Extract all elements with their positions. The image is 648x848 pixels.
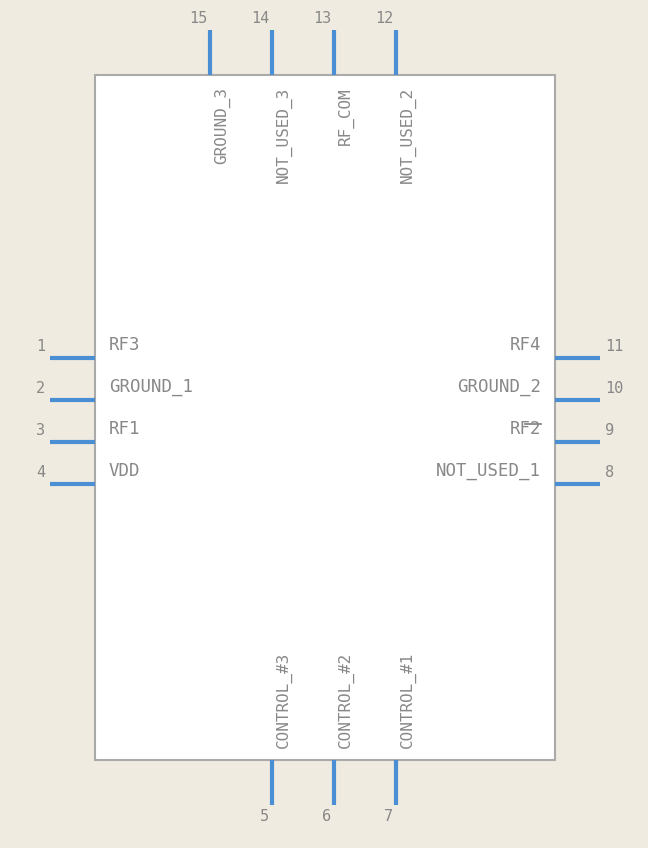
Text: 7: 7 <box>384 809 393 824</box>
Text: NOT_USED_2: NOT_USED_2 <box>400 87 416 183</box>
Text: 15: 15 <box>189 11 207 26</box>
Text: RF1: RF1 <box>109 420 141 438</box>
Text: 12: 12 <box>375 11 393 26</box>
Text: 10: 10 <box>605 381 623 396</box>
Text: 4: 4 <box>36 465 45 480</box>
Bar <box>95 75 555 760</box>
Text: 8: 8 <box>605 465 614 480</box>
Text: CONTROL_#3: CONTROL_#3 <box>276 652 292 748</box>
Text: 6: 6 <box>322 809 331 824</box>
Text: GROUND_3: GROUND_3 <box>214 87 230 164</box>
Text: 2: 2 <box>36 381 45 396</box>
Text: RF_COM: RF_COM <box>338 87 354 145</box>
Text: VDD: VDD <box>109 462 141 480</box>
Text: 3: 3 <box>36 423 45 438</box>
Text: 9: 9 <box>605 423 614 438</box>
Text: NOT_USED_1: NOT_USED_1 <box>436 462 541 480</box>
Text: RF3: RF3 <box>109 336 141 354</box>
Text: 1: 1 <box>36 339 45 354</box>
Text: 14: 14 <box>251 11 269 26</box>
Text: 11: 11 <box>605 339 623 354</box>
Text: CONTROL_#1: CONTROL_#1 <box>400 652 416 748</box>
Text: NOT_USED_3: NOT_USED_3 <box>276 87 292 183</box>
Text: RF2: RF2 <box>509 420 541 438</box>
Text: 5: 5 <box>260 809 269 824</box>
Text: 13: 13 <box>313 11 331 26</box>
Text: GROUND_1: GROUND_1 <box>109 378 193 396</box>
Text: CONTROL_#2: CONTROL_#2 <box>338 652 354 748</box>
Text: GROUND_2: GROUND_2 <box>457 378 541 396</box>
Text: RF4: RF4 <box>509 336 541 354</box>
